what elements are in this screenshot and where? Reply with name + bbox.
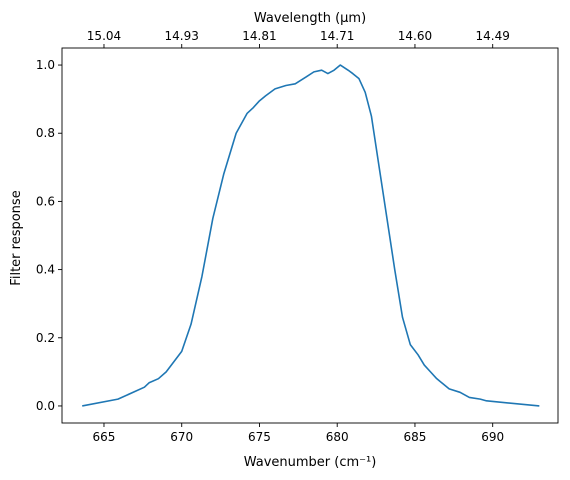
- y-axis-label: Filter response: [9, 190, 24, 285]
- top-x-tick-label: 14.93: [165, 29, 199, 43]
- x-tick-label: 685: [403, 430, 426, 444]
- x-tick-label: 670: [170, 430, 193, 444]
- y-axis: 0.0 0.2 0.4 0.6 0.8 1.0: [36, 58, 62, 413]
- x-tick-label: 665: [93, 430, 116, 444]
- bottom-x-axis: 665 670 675 680 685 690: [93, 423, 504, 444]
- plot-frame: [61, 47, 559, 424]
- top-x-tick-label: 14.81: [242, 29, 276, 43]
- top-x-axis: 15.04 14.93 14.81 14.71 14.60 14.49: [87, 29, 510, 48]
- x-tick-label: 680: [326, 430, 349, 444]
- top-x-tick-label: 14.60: [398, 29, 432, 43]
- y-tick-label: 0.4: [36, 263, 55, 277]
- y-tick-label: 0.0: [36, 399, 55, 413]
- x-tick-label: 690: [481, 430, 504, 444]
- top-x-tick-label: 14.49: [476, 29, 510, 43]
- series-line-0: [82, 64, 540, 407]
- y-tick-label: 0.6: [36, 194, 55, 208]
- plot-area: [62, 48, 558, 423]
- x-axis-label: Wavenumber (cm⁻¹): [244, 455, 377, 470]
- top-x-tick-label: 14.71: [320, 29, 354, 43]
- y-tick-label: 0.8: [36, 126, 55, 140]
- y-tick-label: 1.0: [36, 58, 55, 72]
- top-x-tick-label: 15.04: [87, 29, 121, 43]
- series-layer: [82, 64, 540, 407]
- y-tick-label: 0.2: [36, 331, 55, 345]
- top-x-axis-label: Wavelength (μm): [254, 11, 366, 26]
- x-tick-label: 675: [248, 430, 271, 444]
